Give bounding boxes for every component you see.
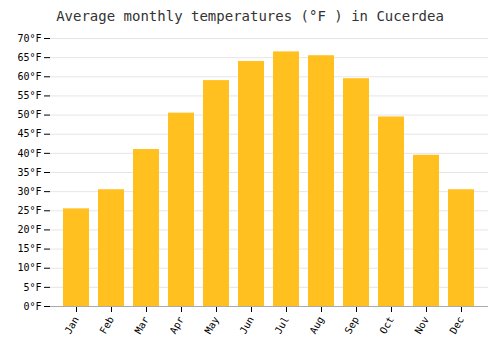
svg-text:Jul: Jul: [272, 315, 291, 336]
svg-text:10°F: 10°F: [17, 262, 41, 273]
svg-text:60°F: 60°F: [17, 71, 41, 82]
svg-text:Mar: Mar: [132, 315, 151, 336]
svg-text:20°F: 20°F: [17, 224, 41, 235]
svg-text:30°F: 30°F: [17, 186, 41, 197]
svg-text:May: May: [202, 315, 221, 336]
svg-text:35°F: 35°F: [17, 167, 41, 178]
svg-text:Feb: Feb: [97, 315, 116, 336]
svg-text:40°F: 40°F: [17, 148, 41, 159]
svg-text:0°F: 0°F: [23, 301, 41, 312]
svg-text:Aug: Aug: [307, 315, 326, 336]
svg-text:5°F: 5°F: [23, 282, 41, 293]
svg-text:50°F: 50°F: [17, 109, 41, 120]
svg-text:55°F: 55°F: [17, 90, 41, 101]
svg-text:65°F: 65°F: [17, 52, 41, 63]
html-text:Average monthly temperatures (: Average monthly temperatures (°F ) in Cu…: [56, 8, 444, 24]
svg-text:70°F: 70°F: [17, 33, 41, 44]
svg-text:25°F: 25°F: [17, 205, 41, 216]
svg-text:45°F: 45°F: [17, 128, 41, 139]
svg-text:Apr: Apr: [167, 315, 186, 336]
svg-text:Jun: Jun: [237, 315, 256, 336]
svg-text:Dec: Dec: [447, 315, 466, 336]
svg-text:Jan: Jan: [62, 315, 81, 336]
svg-text:15°F: 15°F: [17, 243, 41, 254]
svg-text:Nov: Nov: [412, 315, 431, 336]
svg-text:Sep: Sep: [342, 315, 361, 336]
svg-text:Oct: Oct: [377, 315, 396, 336]
